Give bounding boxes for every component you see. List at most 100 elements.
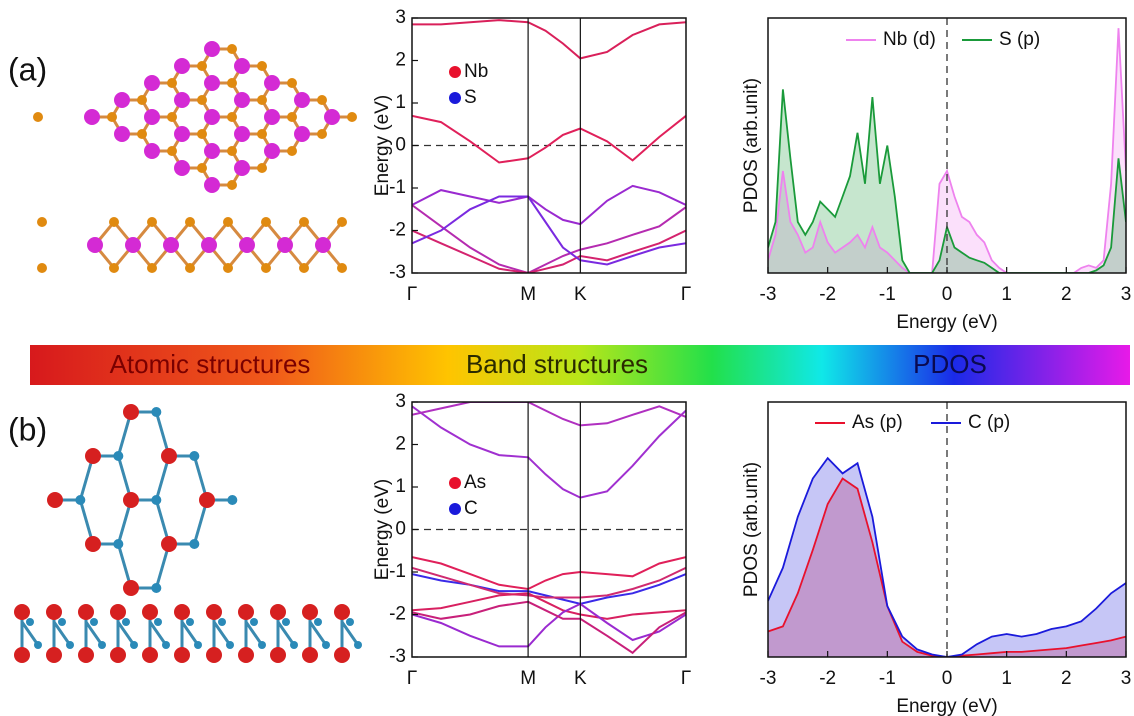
nonmetal-atom (337, 263, 347, 273)
metal-atom (123, 404, 139, 420)
metal-atom (315, 237, 331, 253)
band-line (412, 186, 686, 224)
nonmetal-atom (257, 95, 267, 105)
plot-area (412, 402, 686, 653)
x-tick-label: Γ (407, 668, 417, 689)
panel-label: (a) (8, 51, 47, 87)
nonmetal-atom (282, 618, 290, 626)
top-view (84, 41, 357, 193)
y-tick-label: 3 (395, 391, 406, 412)
x-tick-label: Γ (407, 284, 417, 305)
nonmetal-atom (250, 618, 258, 626)
nonmetal-atom (137, 95, 147, 105)
nonmetal-atom (37, 263, 47, 273)
x-tick-label: Γ (681, 284, 691, 305)
y-tick-label: 2 (395, 434, 406, 455)
metal-atom (114, 92, 130, 108)
band-line (412, 20, 686, 58)
metal-atom (264, 75, 280, 91)
metal-atom (84, 109, 100, 125)
legend-label: Nb (464, 61, 488, 82)
metal-atom (239, 237, 255, 253)
metal-atom (163, 237, 179, 253)
legend-label: S (464, 87, 477, 108)
metal-atom (110, 647, 126, 663)
metal-atom (78, 647, 94, 663)
nonmetal-atom (317, 129, 327, 139)
y-tick-label: 1 (395, 476, 406, 497)
metal-atom (114, 126, 130, 142)
legend-label: C (p) (968, 412, 1010, 433)
nonmetal-atom (194, 641, 202, 649)
nonmetal-atom (287, 78, 297, 88)
y-axis-label: Energy (eV) (372, 479, 393, 580)
y-tick-label: -2 (389, 604, 406, 625)
x-tick-label: K (574, 284, 587, 305)
metal-atom (334, 604, 350, 620)
nonmetal-atom (317, 95, 327, 105)
metal-atom (144, 75, 160, 91)
nonmetal-atom (186, 618, 194, 626)
metal-atom (144, 143, 160, 159)
nonmetal-atom (226, 641, 234, 649)
metal-atom (174, 58, 190, 74)
y-tick-label: 1 (395, 92, 406, 113)
x-tick-label: -1 (879, 284, 896, 305)
legend-label: S (p) (999, 29, 1040, 50)
nonmetal-atom (151, 495, 161, 505)
metal-atom (142, 647, 158, 663)
y-tick-label: -3 (389, 646, 406, 667)
x-axis-label: Energy (eV) (896, 312, 997, 333)
legend-label: As (p) (852, 412, 903, 433)
metal-atom (206, 647, 222, 663)
x-tick-label: Γ (681, 668, 691, 689)
nonmetal-atom (299, 263, 309, 273)
nonmetal-atom (261, 217, 271, 227)
side-view (14, 604, 362, 663)
metal-atom (204, 41, 220, 57)
metal-atom (238, 604, 254, 620)
metal-atom (270, 647, 286, 663)
metal-atom (174, 647, 190, 663)
x-tick-label: 0 (942, 284, 953, 305)
y-tick-label: 2 (395, 50, 406, 71)
x-tick-label: M (520, 284, 536, 305)
nonmetal-atom (90, 618, 98, 626)
x-tick-label: -2 (819, 284, 836, 305)
nonmetal-atom (227, 44, 237, 54)
chart: ΓMKΓ-3-2-10123Energy (eV)AsC (372, 391, 691, 689)
nonmetal-atom (98, 641, 106, 649)
metal-atom (144, 109, 160, 125)
metal-atom (78, 604, 94, 620)
metal-atom (85, 448, 101, 464)
nonmetal-atom (58, 618, 66, 626)
metal-atom (161, 536, 177, 552)
nonmetal-atom (167, 112, 177, 122)
nonmetal-atom (337, 217, 347, 227)
nonmetal-atom (227, 180, 237, 190)
x-tick-label: -3 (760, 284, 777, 305)
nonmetal-atom (197, 61, 207, 71)
metal-atom (123, 580, 139, 596)
metal-atom (204, 143, 220, 159)
metal-atom (110, 604, 126, 620)
metal-atom (87, 237, 103, 253)
banner-label: PDOS (913, 349, 987, 379)
nonmetal-atom (227, 112, 237, 122)
metal-atom (14, 647, 30, 663)
metal-atom (238, 647, 254, 663)
plot-area (412, 20, 686, 273)
y-axis-label: PDOS (arb.unit) (741, 78, 762, 213)
metal-atom (294, 92, 310, 108)
nonmetal-atom (261, 263, 271, 273)
nonmetal-atom (185, 263, 195, 273)
nonmetal-atom (147, 263, 157, 273)
nonmetal-atom (122, 618, 130, 626)
metal-atom (234, 160, 250, 176)
nonmetal-atom (223, 217, 233, 227)
nonmetal-atom (107, 112, 117, 122)
legend-marker (449, 92, 461, 104)
metal-atom (294, 126, 310, 142)
nonmetal-atom (197, 163, 207, 173)
y-tick-label: 0 (395, 135, 406, 156)
